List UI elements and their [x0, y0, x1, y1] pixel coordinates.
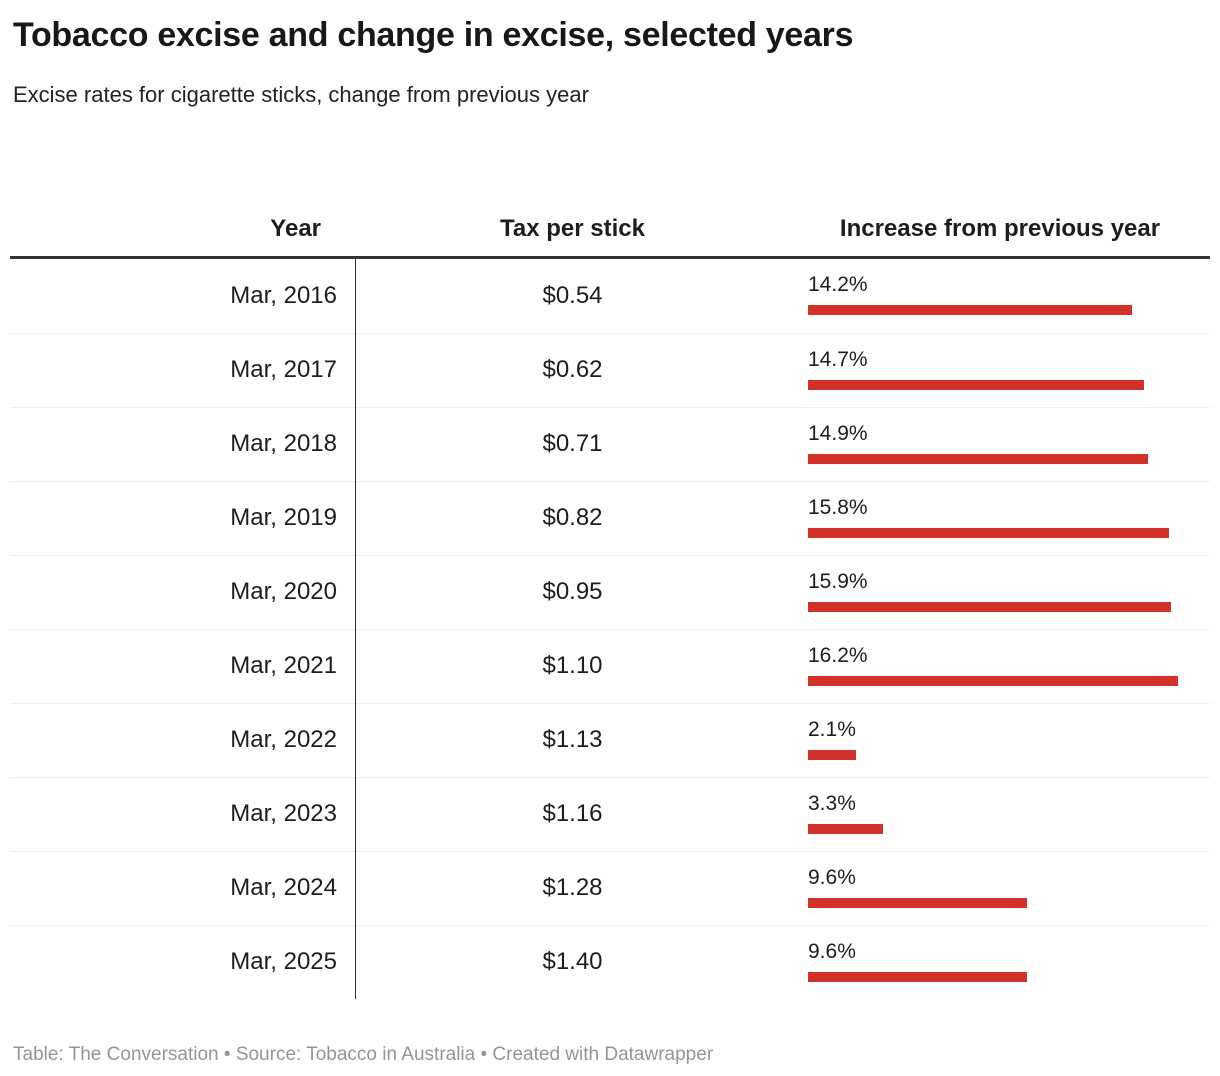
increase-cell: 2.1%	[790, 704, 1210, 777]
increase-bar	[808, 897, 1028, 908]
increase-bar	[808, 601, 1172, 612]
increase-value-label: 14.2%	[808, 272, 868, 296]
increase-bar	[808, 749, 856, 760]
table-row: Mar, 2017 $0.62 14.7%	[10, 332, 1210, 407]
increase-value-label: 15.9%	[808, 569, 868, 593]
increase-cell: 16.2%	[790, 630, 1210, 703]
year-cell: Mar, 2023	[230, 800, 337, 828]
page-subtitle: Excise rates for cigarette sticks, chang…	[13, 82, 589, 108]
increase-bar	[808, 675, 1178, 686]
table-row: Mar, 2016 $0.54 14.2%	[10, 259, 1210, 333]
increase-cell: 3.3%	[790, 778, 1210, 851]
year-cell: Mar, 2018	[230, 430, 337, 458]
tax-per-stick-cell: $1.13	[542, 726, 603, 754]
year-cell: Mar, 2016	[230, 281, 337, 309]
tax-per-stick-cell: $1.10	[542, 652, 603, 680]
tax-per-stick-cell: $0.71	[542, 430, 603, 458]
tax-per-stick-cell: $0.95	[542, 578, 603, 606]
tax-per-stick-cell: $0.54	[542, 281, 603, 309]
increase-cell: 9.6%	[790, 926, 1210, 999]
table-row: Mar, 2019 $0.82 15.8%	[10, 480, 1210, 555]
increase-bar	[808, 379, 1144, 390]
increase-value-label: 3.3%	[808, 791, 856, 815]
year-cell: Mar, 2020	[230, 578, 337, 606]
year-cell: Mar, 2022	[230, 726, 337, 754]
year-cell: Mar, 2021	[230, 652, 337, 680]
increase-bar	[808, 304, 1133, 315]
increase-cell: 15.8%	[790, 482, 1210, 555]
year-cell: Mar, 2017	[230, 356, 337, 384]
increase-cell: 9.6%	[790, 852, 1210, 925]
year-cell: Mar, 2025	[230, 948, 337, 976]
increase-cell: 15.9%	[790, 556, 1210, 629]
increase-value-label: 9.6%	[808, 939, 856, 963]
attribution-footer: Table: The Conversation • Source: Tobacc…	[13, 1043, 714, 1065]
increase-cell: 14.7%	[790, 334, 1210, 407]
tax-per-stick-cell: $0.82	[542, 504, 603, 532]
table-row: Mar, 2025 $1.40 9.6%	[10, 924, 1210, 999]
table-row: Mar, 2023 $1.16 3.3%	[10, 776, 1210, 851]
table-body: Mar, 2016 $0.54 14.2% Mar, 2017 $0.62 14.7% Ma…	[10, 255, 1210, 999]
tax-per-stick-cell: $1.40	[542, 948, 603, 976]
year-cell: Mar, 2019	[230, 504, 337, 532]
increase-value-label: 14.9%	[808, 421, 868, 445]
year-column-divider	[355, 258, 356, 999]
increase-value-label: 15.8%	[808, 495, 868, 519]
column-header-increase: Increase from previous year	[790, 214, 1210, 256]
increase-cell: 14.2%	[790, 259, 1210, 333]
increase-bar	[808, 823, 884, 834]
table-row: Mar, 2024 $1.28 9.6%	[10, 850, 1210, 925]
column-header-increase-label: Increase from previous year	[839, 214, 1161, 242]
increase-value-label: 16.2%	[808, 643, 868, 667]
table-row: Mar, 2021 $1.10 16.2%	[10, 628, 1210, 703]
increase-value-label: 2.1%	[808, 717, 856, 741]
tax-per-stick-cell: $1.28	[542, 874, 603, 902]
increase-bar	[808, 453, 1149, 464]
tax-per-stick-cell: $1.16	[542, 800, 603, 828]
table-row: Mar, 2022 $1.13 2.1%	[10, 702, 1210, 777]
increase-value-label: 9.6%	[808, 865, 856, 889]
year-cell: Mar, 2024	[230, 874, 337, 902]
increase-bar	[808, 971, 1028, 982]
increase-value-label: 14.7%	[808, 347, 868, 371]
table-row: Mar, 2020 $0.95 15.9%	[10, 554, 1210, 629]
column-header-year: Year	[270, 214, 321, 242]
table-row: Mar, 2018 $0.71 14.9%	[10, 406, 1210, 481]
page-title: Tobacco excise and change in excise, sel…	[13, 16, 854, 54]
tax-per-stick-cell: $0.62	[542, 356, 603, 384]
column-header-tax-per-stick: Tax per stick	[500, 214, 645, 242]
table-header-row: Year Tax per stick Increase from previou…	[10, 161, 1210, 256]
increase-cell: 14.9%	[790, 408, 1210, 481]
increase-bar	[808, 527, 1169, 538]
